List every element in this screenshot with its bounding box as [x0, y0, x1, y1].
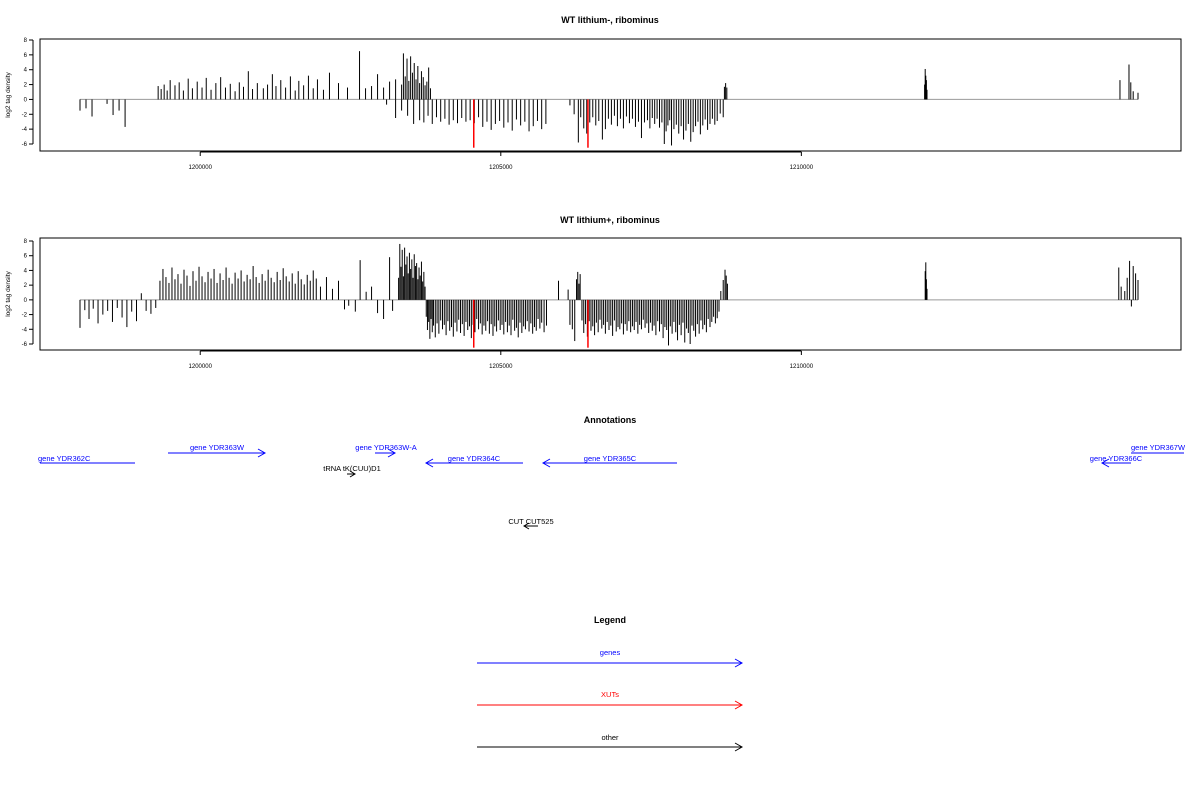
arrow-right-icon	[349, 470, 356, 478]
y-tick-label: -6	[22, 342, 28, 348]
y-tick-label: 6	[24, 254, 28, 260]
panel-2-frame	[39, 237, 1182, 351]
legend: Legend genes XUTs other	[477, 615, 744, 752]
x-tick-label: 1205000	[489, 165, 513, 171]
y-tick-label: 2	[24, 83, 28, 89]
panel-1-y-axis: -6 -4 -2 0 2 4 6 8	[22, 38, 34, 148]
arrow-left-icon	[541, 458, 551, 468]
legend-item-xuts: XUTs	[477, 690, 744, 710]
annotation-gene-ydr362c: gene YDR362C	[38, 454, 135, 464]
panel-2-bars	[79, 243, 1139, 348]
x-tick-label: 1200000	[189, 165, 213, 171]
arrow-right-icon	[734, 658, 744, 668]
legend-label: XUTs	[601, 690, 619, 699]
y-tick-label: -2	[22, 112, 28, 118]
annotation-label: gene YDR362C	[38, 454, 91, 463]
panel-2-y-label: log2 tag density	[5, 270, 12, 316]
annotation-label: gene YDR365C	[584, 454, 637, 463]
arrow-right-icon	[734, 742, 744, 752]
x-tick-label: 1210000	[790, 364, 814, 370]
panel-1-x-axis: 1200000 1205000 1210000	[189, 151, 814, 171]
arrow-left-icon	[424, 458, 434, 468]
panel-1-frame	[39, 38, 1182, 152]
y-tick-label: 8	[24, 239, 28, 245]
y-tick-label: -4	[22, 127, 28, 133]
panel-2: WT lithium+, ribominus -6 -4 -2 0 2 4 6 8 12000…	[5, 215, 1182, 370]
panel-2-y-axis: -6 -4 -2 0 2 4 6 8	[22, 239, 34, 348]
legend-item-other: other	[477, 733, 744, 752]
legend-title: Legend	[594, 615, 626, 625]
annotation-label: tRNA tK(CUU)D1	[323, 464, 381, 473]
y-tick-label: 2	[24, 283, 28, 289]
legend-item-genes: genes	[477, 648, 744, 668]
y-tick-label: 6	[24, 53, 28, 59]
panel-1: WT lithium-, ribominus -6 -4 -2 0 2 4 6 8 12000…	[5, 15, 1182, 171]
arrow-left-icon	[523, 522, 530, 530]
x-tick-label: 1200000	[189, 364, 213, 370]
annotation-gene-ydr366c: gene YDR366C	[1090, 454, 1143, 468]
panel-1-title: WT lithium-, ribominus	[561, 15, 659, 25]
annotation-label: gene YDR363W	[190, 443, 245, 452]
annotation-label: CUT CUT525	[508, 517, 553, 526]
arrow-right-icon	[387, 448, 397, 458]
annotation-gene-ydr363w-a: gene YDR363W-A	[355, 443, 417, 458]
annotations-section: Annotations gene YDR362C gene YDR363W ge…	[38, 415, 1186, 530]
arrow-right-icon	[257, 448, 267, 458]
y-tick-label: 0	[24, 97, 28, 103]
panel-1-y-label: log2 tag density	[5, 71, 12, 117]
legend-label: genes	[600, 648, 621, 657]
arrow-left-icon	[1100, 458, 1110, 468]
arrow-right-icon	[734, 700, 744, 710]
panel-2-x-axis: 1200000 1205000 1210000	[189, 350, 814, 370]
y-tick-label: -2	[22, 313, 28, 319]
x-tick-label: 1205000	[489, 364, 513, 370]
annotation-cut-cut525: CUT CUT525	[508, 517, 554, 530]
annotation-gene-ydr365c: gene YDR365C	[541, 454, 677, 468]
legend-label: other	[601, 733, 619, 742]
annotation-label: gene YDR364C	[448, 454, 501, 463]
annotation-label: gene YDR367W	[1131, 443, 1186, 452]
annotations-title: Annotations	[584, 415, 637, 425]
y-tick-label: 4	[24, 268, 28, 274]
annotation-gene-ydr367w: gene YDR367W	[1131, 443, 1186, 454]
y-tick-label: -4	[22, 327, 28, 333]
annotation-gene-ydr363w: gene YDR363W	[168, 443, 267, 458]
annotation-trna-tkcuud1: tRNA tK(CUU)D1	[323, 464, 381, 478]
annotation-label: gene YDR363W-A	[355, 443, 416, 452]
annotation-gene-ydr364c: gene YDR364C	[424, 454, 523, 468]
y-tick-label: 0	[24, 298, 28, 304]
panel-2-title: WT lithium+, ribominus	[560, 215, 660, 225]
annotation-label: gene YDR366C	[1090, 454, 1143, 463]
y-tick-label: 4	[24, 68, 28, 74]
y-tick-label: 8	[24, 38, 28, 44]
y-tick-label: -6	[22, 142, 28, 148]
panel-1-bars	[79, 51, 1139, 148]
x-tick-label: 1210000	[790, 165, 814, 171]
